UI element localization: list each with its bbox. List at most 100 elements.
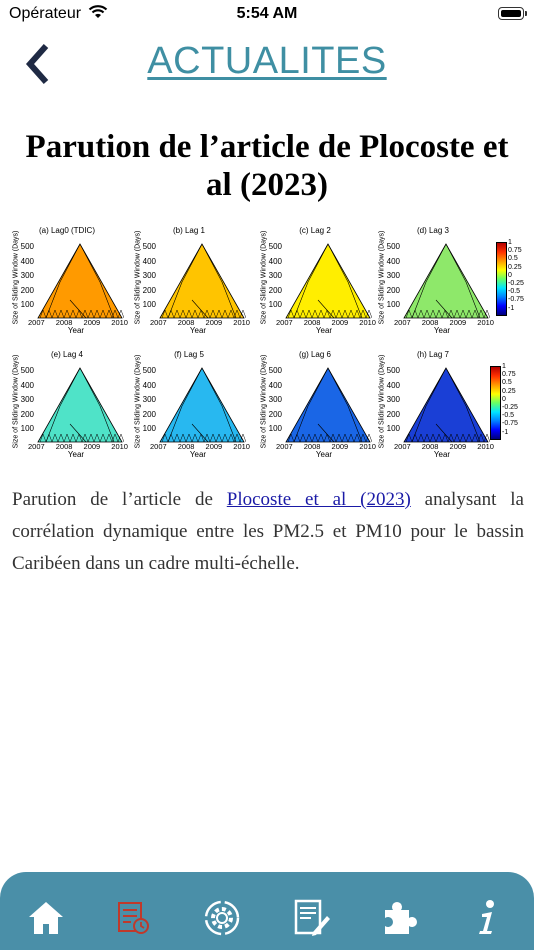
x-tick-label: 2007: [276, 318, 293, 327]
back-button[interactable]: [20, 40, 60, 88]
tab-settings[interactable]: [200, 896, 244, 940]
y-tick-label: 200: [142, 285, 156, 295]
panel-triangle-plot: [159, 367, 246, 443]
info-icon: [479, 900, 494, 934]
x-tick-label: 2008: [177, 442, 195, 451]
panel-x-ticks: 2007 2008 2009 2010: [394, 318, 494, 327]
y-tick-label: 300: [268, 271, 282, 280]
colorbar-tick-label: 0.75: [508, 247, 522, 255]
colorbar-tick-label: -0.25: [508, 280, 524, 288]
y-tick-label: 400: [268, 256, 282, 266]
y-tick-label: 100: [20, 300, 34, 309]
y-tick-label: 300: [386, 271, 400, 280]
bottom-tab-bar: [0, 872, 534, 950]
panel-title: (c) Lag 2: [299, 226, 331, 235]
panel-x-ticks: 2007 2008 2009 2010: [276, 442, 376, 451]
y-tick-label: 200: [386, 285, 400, 295]
x-tick-label: 2009: [449, 318, 467, 327]
panel-triangle-plot: [285, 243, 372, 319]
x-tick-label: 2010: [233, 442, 250, 451]
y-tick-label: 200: [386, 409, 400, 419]
panel-triangle-plot: [159, 243, 246, 319]
home-icon: [29, 902, 63, 934]
colorbar-tick-label: 0.75: [502, 371, 516, 379]
panel-y-ticks: 500 400 300 200 100: [266, 364, 282, 437]
panel-y-ticks: 500 400 300 200 100: [266, 240, 282, 313]
y-tick-label: 400: [268, 380, 282, 390]
calendar-list-icon: [118, 902, 149, 934]
panel-y-ticks: 500 400 300 200 100: [18, 240, 34, 313]
y-tick-label: 500: [268, 242, 282, 251]
gear-cycle-icon: [204, 900, 240, 936]
y-tick-label: 100: [268, 424, 282, 433]
panel-title: (e) Lag 4: [50, 350, 84, 359]
panel-y-ticks: 500 400 300 200 100: [140, 240, 156, 313]
article-title: Parution de l’article de Plocoste et al …: [25, 129, 509, 203]
panel-title: (a) Lag0 (TDIC): [38, 226, 95, 235]
y-tick-label: 400: [20, 256, 34, 266]
colorbar-tick-label: -0.75: [502, 420, 518, 428]
panel-x-axis-label: Year: [189, 450, 207, 459]
y-tick-label: 100: [268, 300, 282, 309]
article-body-rest: analysant la corrélation dynamique entre…: [12, 489, 524, 574]
panel-triangle-plot: [403, 243, 490, 319]
panel-triangle-plot: [285, 367, 372, 443]
x-tick-label: 2008: [55, 442, 73, 451]
figure-panel: (d) Lag 3 Size of Sliding Window (Days) 50…: [374, 226, 494, 338]
panel-x-axis-label: Year: [67, 450, 85, 459]
x-tick-label: 2009: [331, 318, 349, 327]
y-tick-label: 300: [20, 395, 34, 404]
panel-x-ticks: 2007 2008 2009 2010: [150, 442, 250, 451]
colorbar-ticks: 1 0.75 0.5 0.25 0 -0.25 -0.5 -0.75 -1: [502, 363, 518, 437]
colorbar-tick-label: 1: [508, 239, 512, 246]
figure-panel: (f) Lag 5 Size of Sliding Window (Days) 50…: [130, 350, 250, 462]
figure-panel: (a) Lag0 (TDIC) Size of Sliding Window (D…: [8, 226, 128, 338]
x-tick-label: 2007: [28, 442, 45, 451]
x-tick-label: 2007: [394, 442, 411, 451]
article-body-intro: Parution de l’article de: [12, 489, 227, 510]
y-tick-label: 300: [142, 271, 156, 280]
carrier-name: Opérateur: [9, 5, 82, 22]
colorbar-tick-label: -0.5: [508, 288, 521, 296]
x-tick-label: 2009: [205, 318, 223, 327]
x-tick-label: 2007: [150, 318, 167, 327]
x-tick-label: 2007: [276, 442, 293, 451]
panel-title: (f) Lag 5: [174, 350, 204, 359]
tab-home[interactable]: [24, 896, 68, 940]
x-tick-label: 2010: [233, 318, 250, 327]
y-tick-label: 100: [386, 300, 400, 309]
tab-plugins[interactable]: [377, 896, 421, 940]
colorbar-tick-label: 0: [508, 271, 512, 279]
panel-triangle-plot: [403, 367, 490, 443]
colorbar-tick-label: 0.25: [502, 387, 516, 395]
panel-y-ticks: 500 400 300 200 100: [384, 364, 400, 437]
colorbar: [496, 242, 507, 316]
chevron-left-icon: [25, 44, 49, 84]
article-link[interactable]: Plocoste et al (2023): [226, 489, 411, 510]
panel-title: (g) Lag 6: [298, 350, 332, 359]
panel-y-ticks: 500 400 300 200 100: [140, 364, 156, 437]
y-tick-label: 500: [268, 366, 282, 375]
y-tick-label: 300: [20, 271, 34, 280]
colorbar-tick-label: 0.5: [502, 379, 512, 387]
panel-title: (d) Lag 3: [416, 226, 450, 235]
x-tick-label: 2009: [449, 442, 467, 451]
x-tick-label: 2010: [359, 442, 376, 451]
y-tick-label: 200: [268, 409, 282, 419]
panel-x-ticks: 2007 2008 2009 2010: [394, 442, 494, 451]
panel-x-axis-label: Year: [189, 326, 207, 335]
tab-agenda[interactable]: [111, 896, 155, 940]
y-tick-label: 200: [142, 409, 156, 419]
panel-x-ticks: 2007 2008 2009 2010: [28, 318, 128, 327]
figure-panel: (e) Lag 4 Size of Sliding Window (Days) 50…: [8, 350, 128, 462]
x-tick-label: 2009: [205, 442, 223, 451]
panel-y-ticks: 500 400 300 200 100: [18, 364, 34, 437]
figure-panel: (h) Lag 7 Size of Sliding Window (Days) 50…: [374, 350, 494, 462]
x-tick-label: 2009: [331, 442, 349, 451]
colorbar-tick-label: -0.75: [508, 296, 524, 304]
y-tick-label: 200: [268, 285, 282, 295]
tab-info[interactable]: [466, 896, 510, 940]
puzzle-icon: [385, 902, 417, 934]
panel-title: (b) Lag 1: [172, 226, 206, 235]
tab-documents[interactable]: [289, 896, 333, 940]
